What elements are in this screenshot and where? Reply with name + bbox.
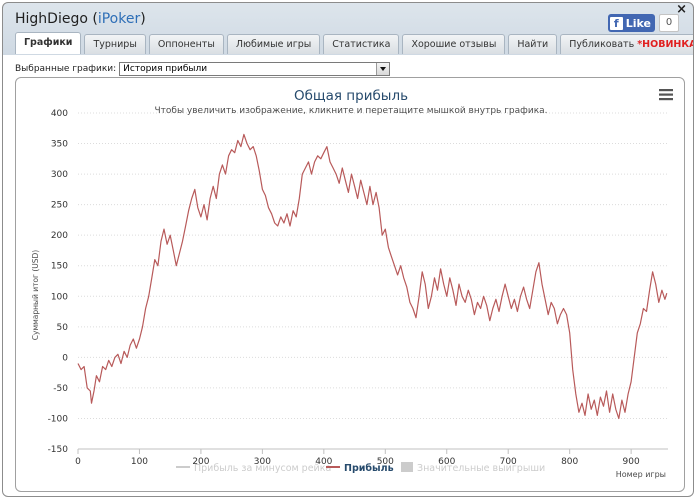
facebook-like-count: 0 [659, 14, 679, 32]
x-tick-label: 500 [377, 457, 394, 467]
tab-label: Любимые игры [235, 39, 312, 50]
y-tick-label: 50 [57, 323, 69, 333]
tab-label: Графики [24, 37, 73, 48]
y-tick-label: 150 [51, 262, 68, 272]
x-tick-label: 300 [254, 457, 271, 467]
tab-new-badge: *НОВИНКА* [637, 39, 693, 50]
facebook-like-button[interactable]: f Like [607, 14, 655, 32]
player-name: HighDiego [15, 11, 88, 27]
tab-label: Оппоненты [157, 39, 215, 50]
y-axis-label: Суммарный итог (USD) [31, 250, 40, 341]
y-tick-label: 350 [51, 140, 68, 150]
tab-6[interactable]: Найти [508, 34, 558, 54]
tab-1[interactable]: Турниры [84, 34, 146, 54]
tab-label: Статистика [332, 39, 391, 50]
x-axis-ticks: 0 100 200 300 400 500 600 700 800 900 [75, 449, 640, 467]
legend-label: Прибыль [344, 463, 394, 474]
chart-legend: Прибыль за минусом рейка Прибыль Значитель… [176, 462, 545, 474]
x-tick-label: 900 [623, 457, 640, 467]
tab-4[interactable]: Статистика [323, 34, 400, 54]
chart-subtitle: Чтобы увеличить изображение, кликните и … [154, 106, 547, 116]
chart-title: Общая прибыль [294, 88, 408, 104]
chevron-down-icon[interactable] [376, 63, 390, 75]
x-tick-label: 100 [131, 457, 148, 467]
y-tick-label: 300 [51, 170, 68, 180]
tab-5[interactable]: Хорошие отзывы [402, 34, 506, 54]
tab-bar: Графики Турниры Оппоненты Любимые игры Стати… [15, 32, 693, 54]
chart-selector: Выбранные графики: История прибыли [15, 62, 391, 76]
tab-7[interactable]: Публиковать *НОВИНКА* [560, 34, 693, 54]
menu-icon[interactable] [659, 89, 673, 101]
player-window: HighDiego (iPoker) × f Like 0 Графики Тур… [2, 2, 694, 497]
series-line-profit [77, 133, 668, 420]
chart-container[interactable]: 400 350 300 250 200 150 100 50 0 -50 -100 -150 0 100… [15, 77, 685, 492]
chart-selector-label: Выбранные графики: [15, 64, 117, 74]
tab-label: Найти [517, 39, 549, 50]
tab-2[interactable]: Оппоненты [148, 34, 224, 54]
facebook-like: f Like 0 [607, 14, 679, 32]
legend-item-0[interactable]: Прибыль за минусом рейка [176, 463, 331, 474]
x-tick-label: 0 [75, 457, 81, 467]
chart-select-value: История прибыли [123, 64, 208, 74]
y-axis-ticks: 400 350 300 250 200 150 100 50 0 -50 -100 -150 [48, 109, 69, 455]
x-tick-label: 200 [192, 457, 209, 467]
chart-grid [78, 112, 668, 419]
y-tick-label: -100 [48, 414, 69, 424]
y-tick-label: 250 [51, 201, 68, 211]
window-title: HighDiego (iPoker) [15, 11, 146, 27]
legend-item-1[interactable]: Прибыль [326, 463, 394, 474]
y-tick-label: 200 [51, 231, 68, 241]
facebook-icon: f [609, 16, 623, 30]
x-tick-label: 700 [500, 457, 517, 467]
legend-item-2[interactable]: Значительные выигрыши [401, 462, 545, 474]
tab-3[interactable]: Любимые игры [226, 34, 321, 54]
tab-label: Хорошие отзывы [411, 39, 497, 50]
tab-label: Турниры [93, 39, 137, 50]
x-tick-label: 600 [438, 457, 455, 467]
chart-select-dropdown[interactable]: История прибыли [119, 62, 391, 76]
x-axis-label: Номер игры [616, 470, 666, 479]
y-tick-label: -150 [48, 445, 69, 455]
y-tick-label: 100 [51, 292, 68, 302]
legend-swatch [401, 462, 413, 472]
network-name[interactable]: iPoker [97, 11, 141, 27]
tab-0[interactable]: Графики [15, 32, 82, 54]
x-tick-label: 800 [561, 457, 578, 467]
y-tick-label: 400 [51, 109, 68, 119]
y-tick-label: -50 [53, 384, 68, 394]
tab-label: Публиковать [569, 39, 638, 50]
legend-label: Значительные выигрыши [417, 463, 545, 474]
y-tick-label: 0 [62, 353, 68, 363]
legend-label: Прибыль за минусом рейка [194, 463, 331, 474]
close-icon[interactable]: × [676, 2, 687, 17]
facebook-like-label: Like [625, 16, 651, 30]
x-tick-label: 400 [315, 457, 332, 467]
